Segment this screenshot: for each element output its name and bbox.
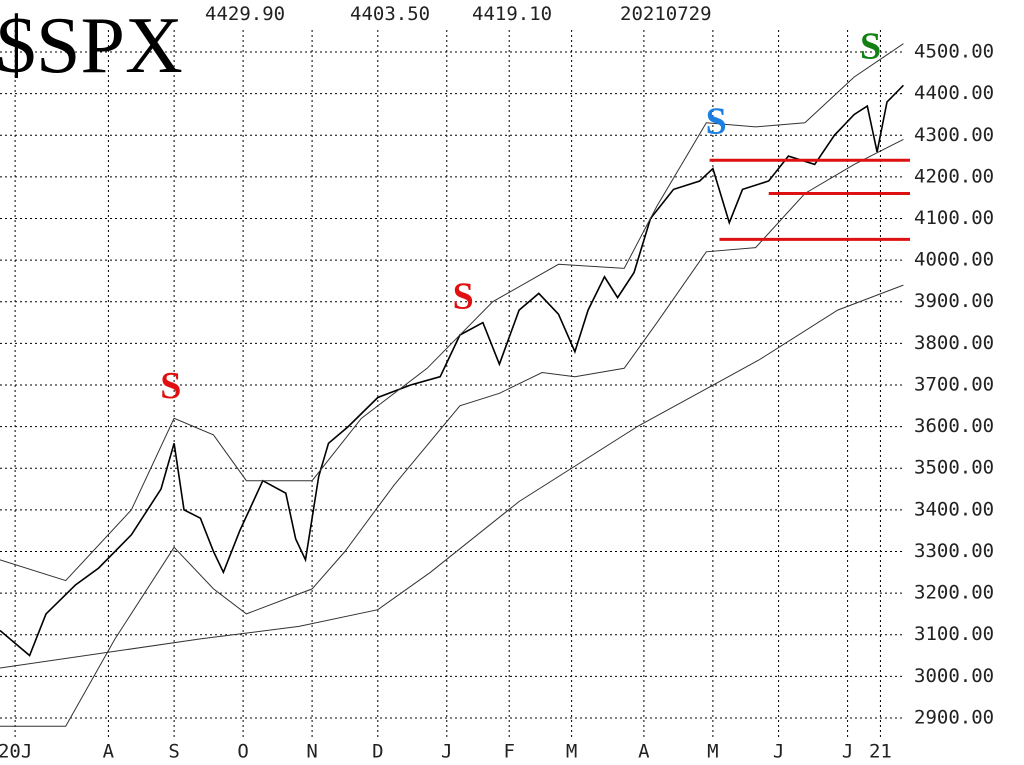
x-tick-label: M [707,741,718,763]
y-tick-label: 3200.00 [914,582,994,604]
header-close: 4419.10 [472,3,552,25]
price-line [0,84,904,657]
y-tick-label: 3400.00 [914,498,994,520]
x-tick-label: F [503,741,514,763]
x-tick-label: S [168,741,179,763]
x-tick-label: J [441,741,452,763]
y-tick-label: 4200.00 [914,165,994,187]
header-low: 4403.50 [350,3,430,25]
y-tick-label: 2900.00 [914,706,994,728]
y-tick-label: 4400.00 [914,82,994,104]
x-tick-label: J [842,741,853,763]
price-line [0,138,904,727]
y-tick-label: 4100.00 [914,207,994,229]
signal-marker: S [453,275,474,317]
price-line [0,284,904,669]
y-tick-label: 4300.00 [914,124,994,146]
x-tick-label: D [372,741,383,763]
signal-marker: S [860,26,881,68]
y-tick-label: 3700.00 [914,373,994,395]
y-tick-label: 3000.00 [914,665,994,687]
x-tick-label: 21 [869,741,892,763]
y-tick-label: 3900.00 [914,290,994,312]
x-tick-label: N [306,741,317,763]
header-open: 4429.90 [205,3,285,25]
x-tick-label: J [773,741,784,763]
y-tick-label: 3500.00 [914,457,994,479]
x-tick-label: A [103,741,115,763]
price-line [0,43,904,582]
y-tick-label: 3800.00 [914,332,994,354]
y-tick-label: 3600.00 [914,415,994,437]
x-tick-label: M [566,741,577,763]
y-tick-label: 3300.00 [914,540,994,562]
y-tick-label: 4000.00 [914,249,994,271]
header-date: 20210729 [620,3,712,25]
chart-title: $SPX [0,2,183,90]
signal-marker: S [706,101,727,143]
x-tick-label: A [638,741,650,763]
x-tick-label: 20J [0,741,32,763]
y-tick-label: 3100.00 [914,623,994,645]
y-tick-label: 4500.00 [914,41,994,63]
x-tick-label: O [237,741,248,763]
signal-marker: S [160,365,181,407]
